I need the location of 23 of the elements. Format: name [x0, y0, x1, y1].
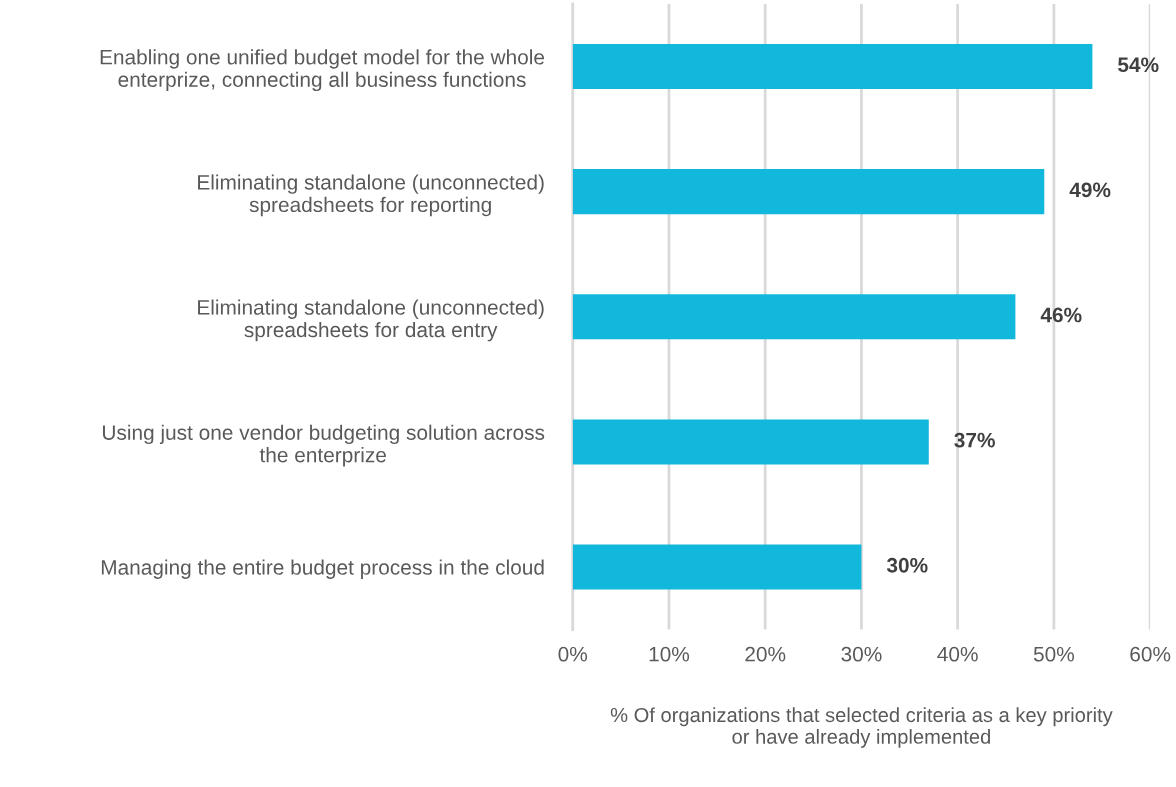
x-tick-label: 20% — [745, 646, 786, 662]
x-tick-label: 60% — [1130, 646, 1171, 662]
x-tick-label: 40% — [937, 646, 978, 662]
y-tick-label: Managing the entire budget process in the cloud — [101, 559, 544, 579]
x-tick-label: 50% — [1033, 646, 1074, 662]
x-tick-label: 0% — [558, 646, 588, 662]
data-label: 49% — [1069, 182, 1111, 198]
data-label: 37% — [954, 432, 995, 448]
bar — [572, 169, 1045, 215]
data-label: 54% — [1118, 57, 1159, 73]
bar — [572, 43, 1093, 90]
y-tick-label: Using just one vendor budgeting solution across the enterprize — [103, 424, 545, 467]
bar — [572, 544, 862, 590]
data-label: 46% — [1040, 307, 1082, 323]
bar — [572, 294, 1016, 340]
x-tick-label: 30% — [841, 646, 882, 662]
y-tick-label: Eliminating standalone (unconnected) spreadsheets for data entry — [198, 299, 544, 342]
y-tick-label: Eliminating standalone (unconnected) spreadsheets for reporting — [198, 174, 544, 217]
x-tick-label: 10% — [649, 646, 690, 662]
y-tick-label: Enabling one unified budget model for the whole enterprize, connecting all business functions — [100, 49, 545, 92]
bar — [572, 419, 929, 465]
x-axis-title: % Of organizations that selected criteria as a key priority or have already implemented — [610, 707, 1113, 748]
data-label: 30% — [886, 557, 928, 573]
